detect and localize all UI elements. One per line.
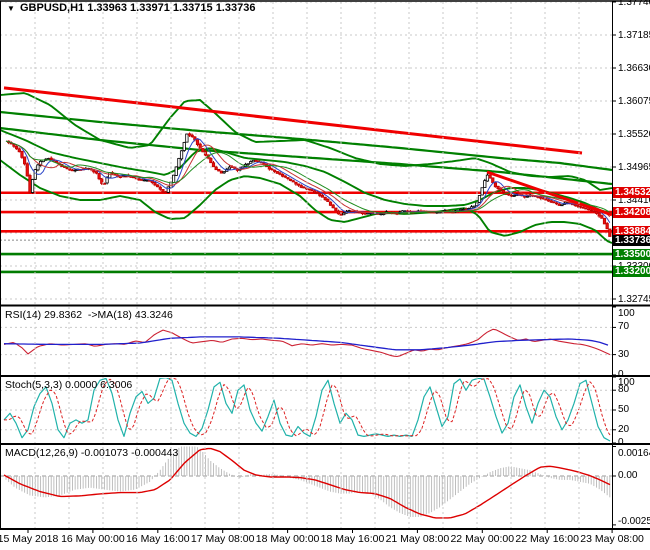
price-level-badge: 1.33200 xyxy=(613,266,650,278)
time-axis-label: 17 May 08:00 xyxy=(190,533,255,545)
time-axis-label: 18 May 16:00 xyxy=(320,533,385,545)
price-level-badge: 1.34208 xyxy=(613,206,650,218)
stoch-axis-label: 80 xyxy=(618,384,630,396)
rsi-axis-label: 0 xyxy=(618,369,624,380)
price-level-badge: 1.33736 xyxy=(613,234,650,246)
rsi-axis-label: 70 xyxy=(618,321,630,333)
price-axis-label: 1.37185 xyxy=(618,29,650,41)
time-axis-label: 22 May 16:00 xyxy=(515,533,579,545)
rsi-axis-label: 30 xyxy=(618,348,630,360)
macd-axis-label: 0.001649 xyxy=(618,448,650,459)
time-axis-label: 16 May 00:00 xyxy=(61,533,125,545)
price-axis-label: 1.32745 xyxy=(618,293,650,305)
chart-title-quote: GBPUSD,H1 1.33963 1.33971 1.33715 1.3373… xyxy=(20,2,256,14)
price-level-badge: 1.33500 xyxy=(613,248,650,260)
time-axis-label: 23 May 08:00 xyxy=(580,533,644,545)
macd-axis-label: -0.002507 xyxy=(618,516,650,527)
stoch-axis-label: 20 xyxy=(618,423,630,435)
symbol-dropdown-icon[interactable]: ▼ xyxy=(7,4,15,13)
rsi-indicator-label: RSI(14) 29.8362 ->MA(18) 43.3246 xyxy=(5,309,173,321)
rsi-axis-label: 100 xyxy=(618,308,635,319)
price-axis-label: 1.33300 xyxy=(618,261,650,272)
stoch-axis-label: 100 xyxy=(618,377,635,388)
time-axis-label: 18 May 00:00 xyxy=(255,533,320,545)
price-axis-label: 1.36075 xyxy=(618,95,650,107)
stoch-axis-label: 50 xyxy=(618,404,630,415)
price-axis-label: 1.35520 xyxy=(618,128,650,140)
price-level-badge: 1.33884 xyxy=(613,225,650,237)
price-axis-label: 1.36630 xyxy=(618,62,650,74)
price-axis-label: 1.34410 xyxy=(618,194,650,206)
time-axis-label: 15 May 2018 xyxy=(0,533,59,545)
time-axis-label: 16 May 16:00 xyxy=(125,533,190,545)
time-axis-label: 22 May 00:00 xyxy=(450,533,515,545)
macd-axis-label: 0.00 xyxy=(618,470,638,481)
macd-indicator-label: MACD(12,26,9) -0.001073 -0.000443 xyxy=(5,447,179,459)
stoch-indicator-label: Stoch(5,3,3) 0.0000 6.3006 xyxy=(5,379,133,391)
price-axis-label: 1.37740 xyxy=(618,0,650,8)
time-axis-label: 21 May 08:00 xyxy=(385,533,450,545)
price-axis-label: 1.34965 xyxy=(618,161,650,173)
price-level-badge: 1.34532 xyxy=(613,187,650,199)
stoch-axis-label: 0 xyxy=(618,437,624,448)
